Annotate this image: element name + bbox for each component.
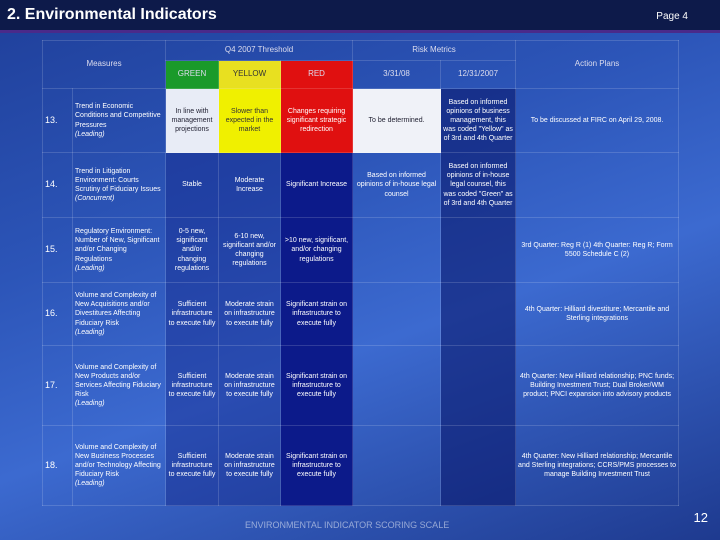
measure-cell: Volume and Complexity of New Acquisition… <box>72 282 166 346</box>
green-threshold: 0-5 new, significant and/or changing reg… <box>165 217 219 283</box>
page-label: Page 4 <box>656 11 688 22</box>
measure-text: Trend in Economic Conditions and Competi… <box>75 103 161 129</box>
measure-cell: Trend in Economic Conditions and Competi… <box>72 88 166 153</box>
yellow-threshold: Moderate strain on infrastructure to exe… <box>218 425 281 506</box>
green-threshold: Stable <box>165 152 219 218</box>
measure-text: Trend in Litigation Environment: Courts … <box>75 167 161 193</box>
action-plan: 4th Quarter: New Hilliard relationship; … <box>515 425 680 506</box>
red-header: RED <box>279 60 354 89</box>
action-header: Action Plans <box>515 40 680 89</box>
measure-text: Regulatory Environment: Number of New, S… <box>75 228 160 263</box>
current-metric <box>352 425 442 506</box>
threshold-header: Q4 2007 Threshold <box>164 40 354 61</box>
measure-text: Volume and Complexity of New Business Pr… <box>75 443 161 479</box>
indicator-type: (Concurrent) <box>75 195 115 203</box>
measure-cell: Volume and Complexity of New Products an… <box>72 345 166 426</box>
green-threshold: In line with management projections <box>165 88 219 153</box>
current-metric: Based on informed opinions of in-house l… <box>352 152 442 218</box>
row-number: 16. <box>42 282 73 346</box>
yellow-header: YELLOW <box>218 60 281 89</box>
table-row: 15. Regulatory Environment: Number of New… <box>42 217 680 283</box>
prior-metric <box>440 217 517 283</box>
yellow-threshold: Moderate strain on infrastructure to exe… <box>218 345 281 426</box>
current-header: 3/31/08 <box>352 60 442 89</box>
measure-text: Volume and Complexity of New Acquisition… <box>75 292 157 327</box>
prior-metric: Based on informed opinions of business m… <box>440 88 517 153</box>
green-threshold: Sufficient infrastructure to execute ful… <box>165 282 219 346</box>
row-number: 13. <box>42 88 73 153</box>
current-metric: To be determined. <box>352 88 442 153</box>
table-row: 18. Volume and Complexity of New Business… <box>42 425 680 506</box>
indicator-type: (Leading) <box>75 328 105 336</box>
slide-number: 12 <box>693 510 708 525</box>
current-metric <box>352 345 442 426</box>
table-row: 17. Volume and Complexity of New Products… <box>42 345 680 426</box>
prior-metric <box>440 282 517 346</box>
prior-metric <box>440 345 517 426</box>
yellow-threshold: Moderate Increase <box>218 152 281 218</box>
row-number: 18. <box>42 425 73 506</box>
red-threshold: Significant strain on infrastructure to … <box>279 282 354 346</box>
indicator-type: (Leading) <box>75 130 105 138</box>
current-metric <box>352 217 442 283</box>
indicator-type: (Leading) <box>75 480 105 488</box>
title-bar <box>0 0 720 33</box>
table-row: 16. Volume and Complexity of New Acquisit… <box>42 282 680 346</box>
red-threshold: Significant strain on infrastructure to … <box>279 425 354 506</box>
row-number: 14. <box>42 152 73 218</box>
action-plan: 4th Quarter: Hilliard divestiture; Merca… <box>515 282 680 346</box>
action-plan: 4th Quarter: New Hilliard relationship; … <box>515 345 680 426</box>
slide-title: 2. Environmental Indicators <box>7 6 217 23</box>
indicator-table: Measures Q4 2007 Threshold Risk Metrics … <box>42 40 680 506</box>
red-threshold: Changes requiring significant strategic … <box>279 88 354 153</box>
green-threshold: Sufficient infrastructure to execute ful… <box>165 345 219 426</box>
measure-cell: Regulatory Environment: Number of New, S… <box>72 217 166 283</box>
yellow-threshold: Moderate strain on infrastructure to exe… <box>218 282 281 346</box>
green-threshold: Sufficient infrastructure to execute ful… <box>165 425 219 506</box>
indicator-type: (Leading) <box>75 400 105 408</box>
row-number: 15. <box>42 217 73 283</box>
table-row: 13. Trend in Economic Conditions and Comp… <box>42 88 680 153</box>
row-number: 17. <box>42 345 73 426</box>
table-row: 14. Trend in Litigation Environment: Cour… <box>42 152 680 218</box>
current-metric <box>352 282 442 346</box>
red-threshold: >10 new, significant, and/or changing re… <box>279 217 354 283</box>
indicator-type: (Leading) <box>75 264 105 272</box>
measure-text: Volume and Complexity of New Products an… <box>75 363 161 399</box>
metrics-header: Risk Metrics <box>352 40 517 61</box>
measures-header: Measures <box>42 40 166 89</box>
action-plan: 3rd Quarter: Reg R (1) 4th Quarter: Reg … <box>515 217 680 283</box>
measure-cell: Volume and Complexity of New Business Pr… <box>72 425 166 506</box>
yellow-threshold: Slower than expected in the market <box>218 88 281 153</box>
prior-metric <box>440 425 517 506</box>
measure-cell: Trend in Litigation Environment: Courts … <box>72 152 166 218</box>
red-threshold: Significant strain on infrastructure to … <box>279 345 354 426</box>
action-plan: To be discussed at FIRC on April 29, 200… <box>515 88 680 153</box>
footer-caption: ENVIRONMENTAL INDICATOR SCORING SCALE <box>245 520 450 530</box>
red-threshold: Significant Increase <box>279 152 354 218</box>
green-header: GREEN <box>165 60 219 89</box>
action-plan <box>515 152 680 218</box>
prior-metric: Based on informed opinions of in-house l… <box>440 152 517 218</box>
yellow-threshold: 6-10 new, significant and/or changing re… <box>218 217 281 283</box>
prior-header: 12/31/2007 <box>440 60 517 89</box>
